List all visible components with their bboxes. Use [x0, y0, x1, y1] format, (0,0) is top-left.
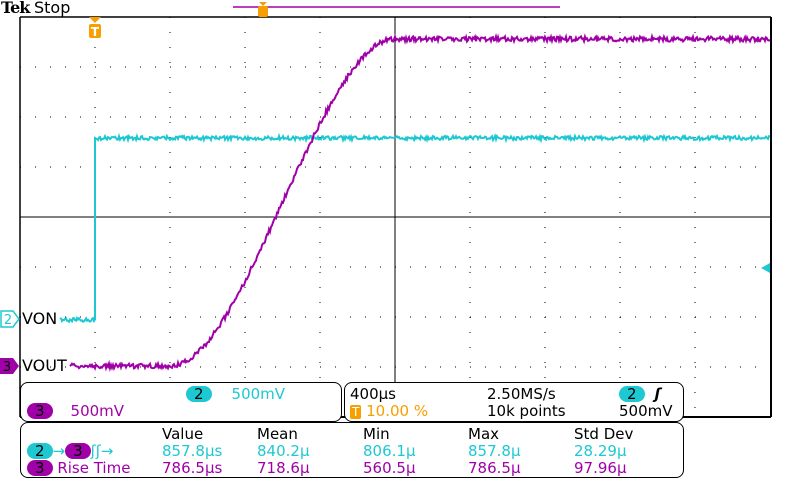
header-max: Max	[468, 425, 500, 443]
ch3-trace	[69, 32, 771, 373]
ch3-ground-marker: 3	[0, 358, 19, 375]
trigger-source-badge: 2	[619, 386, 645, 402]
delay-max: 857.8µ	[468, 442, 521, 460]
rise-time-label: 3 Rise Time	[27, 460, 130, 476]
svg-text:T: T	[91, 25, 100, 39]
svg-text:2: 2	[4, 313, 12, 328]
delay-measurement-label: 2 → 3 ʃʃ→	[27, 443, 113, 459]
rise-value: 786.5µs	[162, 459, 223, 477]
ch2-ground-marker: 2	[0, 310, 20, 328]
header-min: Min	[363, 425, 390, 443]
sample-rate: 2.50MS/s	[487, 385, 556, 403]
delay-mean: 840.2µ	[257, 442, 310, 460]
ch3-scale: 500mV	[70, 402, 125, 420]
rising-edge-icon: ʃ	[654, 385, 661, 403]
svg-text:3: 3	[3, 360, 11, 375]
ch2-scale: 500mV	[231, 385, 286, 403]
edge-edge-icon: ʃʃ→	[90, 442, 114, 460]
header-std-dev: Std Dev	[574, 425, 634, 443]
delay-value: 857.8µs	[162, 442, 223, 460]
rise-max: 786.5µ	[468, 459, 521, 477]
ch2-badge: 2	[186, 386, 212, 402]
header-mean: Mean	[257, 425, 298, 443]
time-scale: 400µs	[350, 385, 396, 403]
trigger-level: 500mV	[619, 402, 673, 420]
delay-std-dev: 28.29µ	[574, 442, 627, 460]
acquisition-status: Stop	[34, 0, 71, 17]
record-length: 10k points	[487, 402, 566, 420]
trigger-position: 10.00 %	[366, 402, 429, 420]
trigger-level-marker	[761, 263, 770, 273]
trigger-icon: T	[350, 405, 362, 419]
rise-std-dev: 97.96µ	[574, 459, 627, 477]
delay-min: 806.1µ	[363, 442, 416, 460]
channel-settings-panel[interactable]: 2 500mV 3 500mV	[20, 382, 342, 422]
rise-min: 560.5µ	[363, 459, 416, 477]
trigger-position-marker-top	[258, 2, 268, 17]
brand-logo: Tek	[1, 0, 30, 17]
rise-mean: 718.6µ	[257, 459, 310, 477]
trigger-marker-icon: T	[89, 17, 101, 39]
graticule	[19, 16, 772, 418]
ch2-label: VON	[22, 309, 58, 328]
ch3-badge: 3	[27, 403, 53, 419]
ch2-trace	[59, 132, 771, 324]
header-value: Value	[162, 425, 204, 443]
ch3-label: VOUT	[22, 356, 67, 375]
measurement-panel[interactable]: Value Mean Min Max Std Dev 2 → 3 ʃʃ→ 857.8µ…	[20, 422, 684, 478]
